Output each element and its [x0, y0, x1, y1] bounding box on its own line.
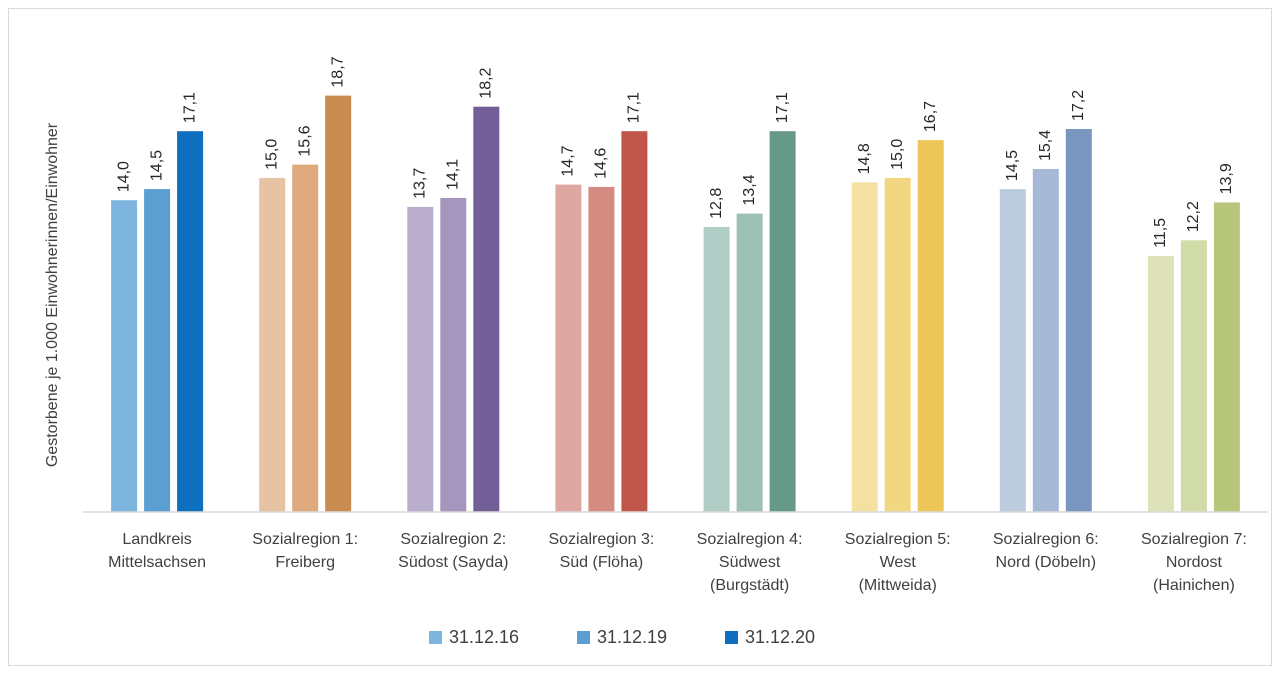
x-tick-label: Sozialregion 5: West (Mittweida)	[845, 531, 951, 594]
y-axis-title: Gestorbene je 1.000 Einwohnerinnen/Einwo…	[44, 122, 61, 467]
data-label: 16,7	[922, 101, 939, 132]
legend-swatch	[577, 631, 590, 644]
data-label: 14,7	[560, 145, 577, 176]
legend-item: 31.12.19	[577, 627, 667, 647]
data-label: 14,5	[148, 150, 165, 181]
data-label: 14,5	[1004, 150, 1021, 181]
bar-7-31.12.20	[1065, 129, 1092, 512]
data-label: 15,4	[1037, 130, 1054, 161]
legend-label: 31.12.20	[745, 627, 815, 647]
data-label: 17,1	[181, 92, 198, 123]
x-tick-label: Landkreis Mittelsachsen	[108, 531, 206, 571]
data-label: 12,8	[708, 188, 725, 219]
x-tick-label: Sozialregion 6: Nord (Döbeln)	[993, 531, 1099, 571]
x-tick-label: Sozialregion 2: Südost (Sayda)	[398, 531, 508, 571]
bar-1-31.12.19	[144, 189, 171, 512]
bar-7-31.12.19	[1032, 169, 1059, 512]
data-label: 14,0	[115, 161, 132, 192]
data-label: 17,2	[1070, 90, 1087, 121]
bar-2-31.12.19	[292, 164, 319, 512]
data-label: 15,6	[296, 125, 313, 156]
x-tick-label: Sozialregion 7: Nordost (Hainichen)	[1141, 531, 1247, 594]
bar-8-31.12.16	[1147, 255, 1174, 512]
bar-3-31.12.19	[440, 198, 467, 512]
data-label: 14,6	[593, 148, 610, 179]
bar-8-31.12.19	[1180, 240, 1207, 513]
x-tick-label: Sozialregion 1: Freiberg	[252, 531, 358, 571]
data-label: 17,1	[774, 92, 791, 123]
bar-4-31.12.20	[621, 131, 648, 512]
data-label: 15,0	[263, 139, 280, 170]
x-tick-label: Sozialregion 4: Südwest (Burgstädt)	[697, 531, 803, 594]
data-labels-layer: 14,0 14,5 17,1 15,0 15,6 18,7 13,7 14,1 18,2 14,7…	[115, 56, 1235, 248]
data-label: 18,7	[329, 56, 346, 87]
data-label: 13,9	[1218, 163, 1235, 194]
x-tick-label: Sozialregion 3: Süd (Flöha)	[548, 531, 654, 571]
bar-5-31.12.19	[736, 213, 763, 512]
data-label: 14,1	[445, 159, 462, 190]
bar-5-31.12.16	[703, 226, 730, 512]
legend-label: 31.12.16	[449, 627, 519, 647]
bar-4-31.12.16	[555, 184, 582, 512]
legend-swatch	[429, 631, 442, 644]
bar-1-31.12.20	[177, 131, 204, 512]
bar-6-31.12.19	[884, 177, 911, 512]
data-label: 17,1	[626, 92, 643, 123]
bar-6-31.12.16	[851, 182, 878, 512]
bar-2-31.12.16	[259, 177, 286, 512]
legend-item: 31.12.16	[429, 627, 519, 647]
bar-3-31.12.20	[473, 106, 500, 512]
legend-item: 31.12.20	[725, 627, 815, 647]
bar-1-31.12.16	[111, 200, 138, 512]
data-label: 11,5	[1152, 218, 1169, 248]
legend-label: 31.12.19	[597, 627, 667, 647]
data-label: 13,4	[741, 174, 758, 205]
bar-2-31.12.20	[325, 95, 352, 512]
data-label: 14,8	[856, 143, 873, 174]
data-label: 12,2	[1185, 201, 1202, 232]
bar-6-31.12.20	[917, 140, 944, 512]
data-label: 15,0	[889, 139, 906, 170]
bar-8-31.12.20	[1213, 202, 1240, 512]
x-tick-labels-layer: Landkreis Mittelsachsen Sozialregion 1: Fre…	[108, 531, 1247, 594]
legend: 31.12.16 31.12.19 31.12.20	[429, 627, 815, 647]
data-label: 13,7	[412, 168, 429, 199]
bar-7-31.12.16	[999, 189, 1026, 512]
bar-5-31.12.20	[769, 131, 796, 512]
bar-3-31.12.16	[407, 206, 434, 512]
bar-4-31.12.19	[588, 186, 615, 512]
data-label: 18,2	[478, 67, 495, 98]
bars-layer	[111, 95, 1240, 513]
legend-swatch	[725, 631, 738, 644]
